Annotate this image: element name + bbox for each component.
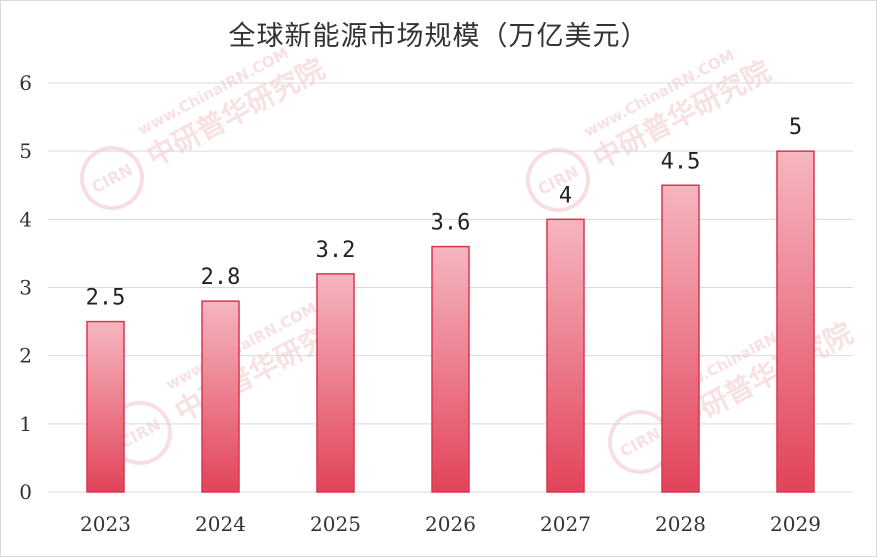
data-label-2023: 2.5 xyxy=(86,286,126,311)
y-tick-label: 0 xyxy=(19,480,32,504)
bar-2024 xyxy=(201,300,240,493)
data-label-2025: 3.2 xyxy=(316,238,356,263)
y-tick-label: 6 xyxy=(19,71,32,95)
x-tick-label-2029: 2029 xyxy=(770,512,821,536)
x-tick-label-2027: 2027 xyxy=(540,512,591,536)
bar-2025 xyxy=(316,273,355,493)
y-tick-label: 2 xyxy=(19,344,32,368)
data-label-2028: 4.5 xyxy=(661,149,701,174)
bar-2023 xyxy=(86,320,125,493)
bar-2029 xyxy=(776,150,815,493)
data-label-2029: 5 xyxy=(789,115,802,140)
y-tick-label: 4 xyxy=(19,207,32,231)
x-tick-label-2024: 2024 xyxy=(195,512,246,536)
data-label-2024: 2.8 xyxy=(201,265,241,290)
y-tick-label: 5 xyxy=(19,139,32,163)
data-label-2027: 4 xyxy=(559,183,572,208)
x-axis-ticks: 2023 2024 2025 2026 2027 2028 2029 xyxy=(80,512,821,536)
bar-2028 xyxy=(661,184,700,493)
bar-2027 xyxy=(546,218,585,493)
chart-title: 全球新能源市场规模（万亿美元） xyxy=(228,21,649,52)
data-labels: 2.5 2.8 3.2 3.6 4 4.5 5 xyxy=(86,115,803,310)
y-tick-label: 1 xyxy=(19,412,32,436)
watermark-logo-text: CIRN xyxy=(89,160,136,197)
y-tick-label: 3 xyxy=(19,276,32,300)
watermark-logo-text: CIRN xyxy=(617,424,664,461)
data-label-2026: 3.6 xyxy=(431,211,471,236)
bars xyxy=(86,150,815,493)
x-tick-label-2023: 2023 xyxy=(80,512,131,536)
x-tick-label-2025: 2025 xyxy=(310,512,361,536)
bar-2026 xyxy=(431,245,470,493)
x-tick-label-2028: 2028 xyxy=(655,512,706,536)
watermark-logo-ring xyxy=(526,148,590,212)
y-axis-ticks: 0 1 2 3 4 5 6 xyxy=(19,71,32,504)
x-tick-label-2026: 2026 xyxy=(425,512,476,536)
